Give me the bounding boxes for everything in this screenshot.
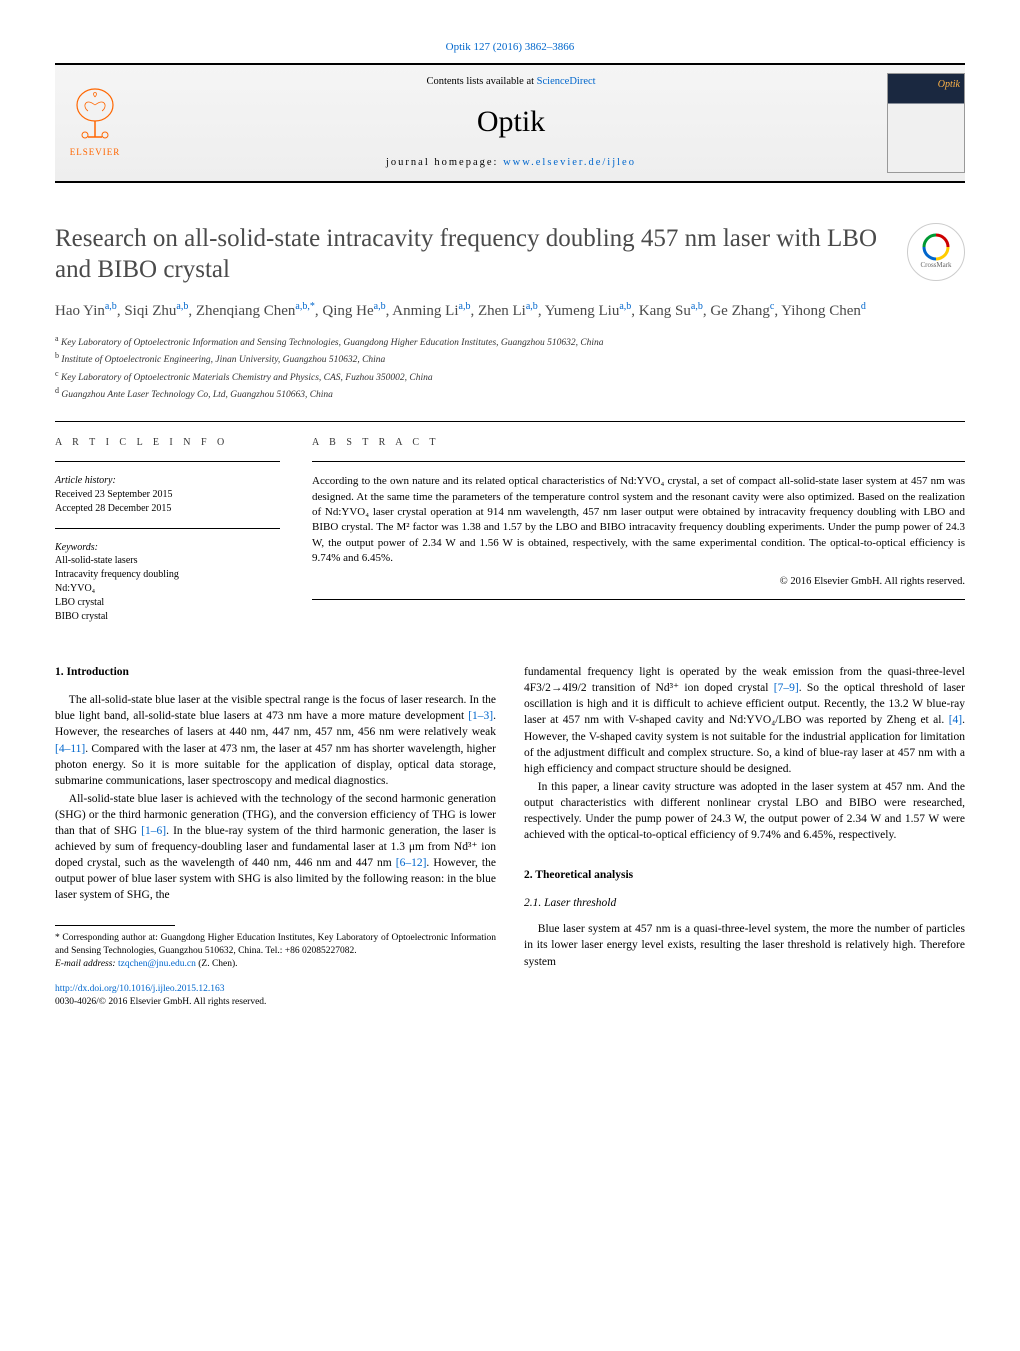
contents-prefix: Contents lists available at [426,76,536,87]
column-right: fundamental frequency light is operated … [524,664,965,1009]
affiliations: a Key Laboratory of Optoelectronic Infor… [55,333,965,403]
email-line: E-mail address: tzqchen@jnu.edu.cn (Z. C… [55,958,496,971]
section-1-heading: 1. Introduction [55,664,496,680]
article-info-heading: A R T I C L E I N F O [55,436,280,450]
article-info: A R T I C L E I N F O Article history: R… [55,422,280,625]
abstract-copyright: © 2016 Elsevier GmbH. All rights reserve… [312,575,965,589]
affiliation-line: d Guangzhou Ante Laser Technology Co, Lt… [55,385,965,402]
col2-para-1: fundamental frequency light is operated … [524,664,965,777]
homepage-line: journal homepage: www.elsevier.de/ijleo [135,156,887,170]
section-2-1-heading: 2.1. Laser threshold [524,895,965,911]
affiliation-line: b Institute of Optoelectronic Engineerin… [55,350,965,367]
journal-banner: ELSEVIER Contents lists available at Sci… [55,65,965,183]
crossmark-label: CrossMark [920,261,951,270]
cover-title: Optik [938,78,960,92]
ref-6-12[interactable]: [6–12] [396,857,427,869]
history-heading: Article history: [55,474,280,488]
doi-link[interactable]: http://dx.doi.org/10.1016/j.ijleo.2015.1… [55,984,225,994]
top-citation: Optik 127 (2016) 3862–3866 [55,40,965,55]
email-link[interactable]: tzqchen@jnu.edu.cn [118,959,196,969]
keyword: Nd:YVO₄ [55,582,280,596]
col2-para-2: In this paper, a linear cavity structure… [524,779,965,843]
abstract-rule-bottom [312,599,965,600]
title-area: Research on all-solid-state intracavity … [55,223,965,286]
column-left: 1. Introduction The all-solid-state blue… [55,664,496,1009]
ref-1-6[interactable]: [1–6] [141,825,166,837]
keyword: All-solid-state lasers [55,554,280,568]
info-divider-2 [55,528,280,529]
abstract-text: According to the own nature and its rela… [312,474,965,566]
received-date: Received 23 September 2015 [55,488,280,502]
ref-4-11[interactable]: [4–11] [55,743,85,755]
section-2-heading: 2. Theoretical analysis [524,867,965,883]
crossmark-icon [922,233,950,261]
email-tail: (Z. Chen). [196,959,238,969]
p1-tail2: . Compared with the laser at 473 nm, the… [55,743,496,787]
keyword: Intracavity frequency doubling [55,568,280,582]
email-label: E-mail address: [55,959,118,969]
footnotes: * Corresponding author at: Guangdong Hig… [55,932,496,970]
info-abstract-row: A R T I C L E I N F O Article history: R… [55,422,965,625]
info-divider-1 [55,461,280,462]
homepage-link[interactable]: www.elsevier.de/ijleo [503,157,636,168]
cover-thumbnail: Optik [887,73,965,173]
keyword: BIBO crystal [55,610,280,624]
sec2-1-para-1: Blue laser system at 457 nm is a quasi-t… [524,921,965,969]
elsevier-label: ELSEVIER [70,146,121,158]
journal-name: Optik [135,102,887,143]
body-columns: 1. Introduction The all-solid-state blue… [55,664,965,1009]
sciencedirect-link[interactable]: ScienceDirect [537,76,596,87]
corresponding-author: * Corresponding author at: Guangdong Hig… [55,932,496,958]
footnote-rule [55,925,175,926]
contents-line: Contents lists available at ScienceDirec… [135,75,887,89]
abstract-rule-top [312,461,965,462]
intro-para-2: All-solid-state blue laser is achieved w… [55,791,496,904]
elsevier-logo: ELSEVIER [55,78,135,168]
ref-7-9[interactable]: [7–9] [774,682,799,694]
affiliation-line: a Key Laboratory of Optoelectronic Infor… [55,333,965,350]
banner-center: Contents lists available at ScienceDirec… [135,75,887,170]
doi-block: http://dx.doi.org/10.1016/j.ijleo.2015.1… [55,983,496,996]
authors: Hao Yina,b, Siqi Zhua,b, Zhenqiang Chena… [55,299,965,323]
citation-link[interactable]: Optik 127 (2016) 3862–3866 [446,41,575,53]
keywords-heading: Keywords: [55,541,280,555]
abstract-column: A B S T R A C T According to the own nat… [312,422,965,625]
abstract-heading: A B S T R A C T [312,436,965,450]
article-title: Research on all-solid-state intracavity … [55,223,893,286]
intro-para-1: The all-solid-state blue laser at the vi… [55,692,496,789]
affiliation-line: c Key Laboratory of Optoelectronic Mater… [55,368,965,385]
elsevier-tree-icon [70,87,120,142]
ref-4[interactable]: [4] [949,714,962,726]
issn-line: 0030-4026/© 2016 Elsevier GmbH. All righ… [55,996,496,1009]
accepted-date: Accepted 28 December 2015 [55,502,280,516]
homepage-prefix: journal homepage: [386,157,503,168]
p1-text: The all-solid-state blue laser at the vi… [55,694,496,722]
crossmark-badge[interactable]: CrossMark [907,223,965,281]
keyword: LBO crystal [55,596,280,610]
keywords-list: All-solid-state lasersIntracavity freque… [55,554,280,624]
ref-1-3[interactable]: [1–3] [468,710,493,722]
